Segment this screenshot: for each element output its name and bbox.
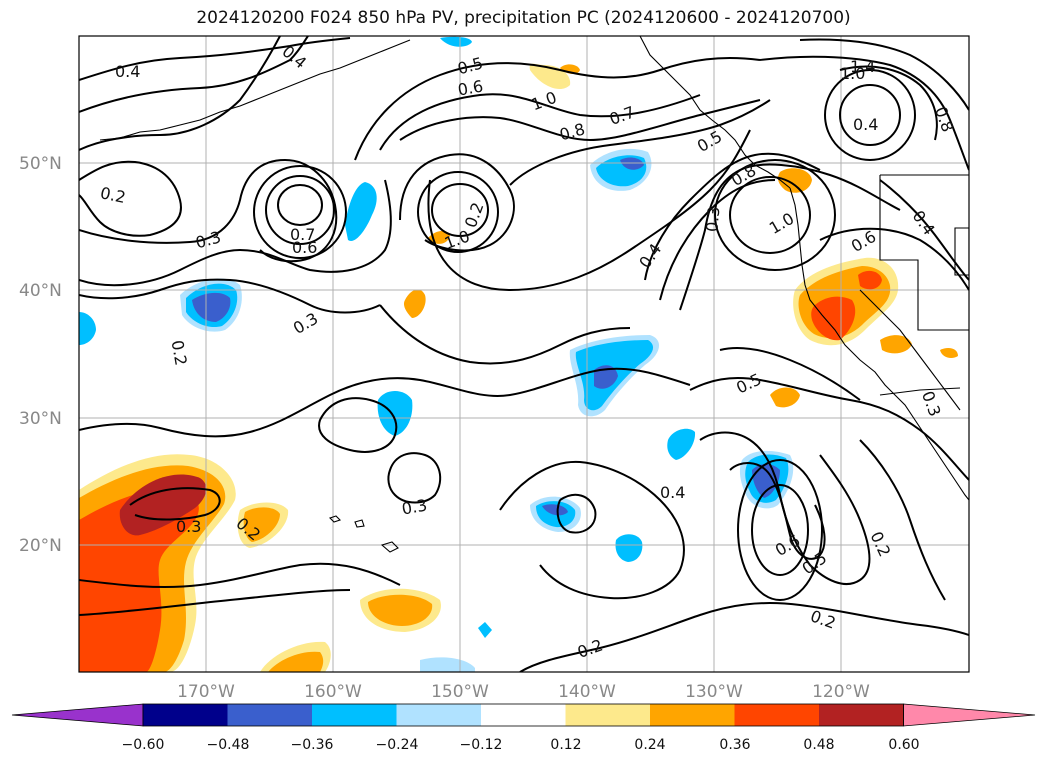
colorbar-tick-label: −0.24 — [376, 737, 419, 753]
pv-contours — [79, 36, 969, 672]
lon-axis: 170°W 160°W 150°W 140°W 130°W 120°W — [177, 682, 870, 702]
lon-tick-label: 150°W — [431, 682, 489, 702]
colorbar-tick-label: −0.12 — [460, 737, 503, 753]
contour-label: 0.7 — [290, 225, 315, 244]
contour-label: 0.4 — [115, 62, 140, 81]
contour-label: 0.3 — [400, 495, 428, 518]
contour-label: 0.3 — [702, 206, 723, 233]
lon-tick-label: 140°W — [558, 682, 616, 702]
colorbar-swatch — [396, 704, 482, 726]
lat-tick-label: 50°N — [19, 154, 62, 174]
colorbar-ticks: −0.60 −0.48 −0.36 −0.24 −0.12 0.12 0.24 … — [122, 737, 920, 753]
contour-label: 1.0 — [840, 64, 865, 83]
colorbar-tick-label: 0.12 — [550, 737, 581, 753]
colorbar-tick-label: 0.60 — [888, 737, 919, 753]
colorbar-swatch — [650, 704, 735, 726]
lat-tick-label: 30°N — [19, 409, 62, 429]
colorbar-tick-label: −0.60 — [122, 737, 165, 753]
colorbar-tick-label: −0.36 — [291, 737, 334, 753]
contour-label: 1.4 — [850, 57, 875, 76]
colorbar-tick-label: 0.24 — [634, 737, 665, 753]
contour-label: 0.6 — [292, 238, 317, 257]
lat-tick-label: 20°N — [19, 536, 62, 556]
map-frame — [78, 35, 970, 673]
colorbar-swatch — [565, 704, 651, 726]
graticule — [79, 36, 969, 672]
colorbar-tick-label: −0.48 — [207, 737, 250, 753]
colorbar-outline — [142, 703, 904, 727]
lat-tick-label: 40°N — [19, 281, 62, 301]
contour-label: 0.4 — [660, 483, 685, 502]
colorbar-tick-label: 0.36 — [719, 737, 750, 753]
contour-label: 0.2 — [168, 339, 191, 367]
lat-axis: 50°N 40°N 30°N 20°N — [19, 154, 62, 556]
colorbar-swatches — [11, 703, 1036, 727]
colorbar-swatch — [734, 704, 820, 726]
colorbar: −0.60 −0.48 −0.36 −0.24 −0.12 0.12 0.24 … — [11, 703, 1036, 753]
map-title: 2024120200 F024 850 hPa PV, precipitatio… — [196, 8, 851, 28]
contour-label: 0.3 — [176, 517, 201, 536]
colorbar-swatch — [481, 704, 566, 726]
contour-label: 0.2 — [99, 183, 128, 207]
precip-positive-shading — [79, 63, 958, 672]
coastlines — [99, 36, 969, 553]
contour-label: 0.4 — [853, 115, 878, 134]
colorbar-swatch — [227, 704, 313, 726]
colorbar-swatch — [143, 704, 228, 726]
lon-tick-label: 160°W — [304, 682, 362, 702]
colorbar-swatch — [819, 704, 904, 726]
colorbar-extend-max — [903, 703, 1036, 727]
colorbar-swatch — [312, 704, 397, 726]
lon-tick-label: 120°W — [812, 682, 870, 702]
map-panel — [79, 36, 969, 672]
contour-label: 0.6 — [456, 76, 484, 99]
colorbar-extend-min — [11, 703, 144, 727]
colorbar-tick-label: 0.48 — [803, 737, 834, 753]
lon-tick-label: 170°W — [177, 682, 235, 702]
lon-tick-label: 130°W — [685, 682, 743, 702]
